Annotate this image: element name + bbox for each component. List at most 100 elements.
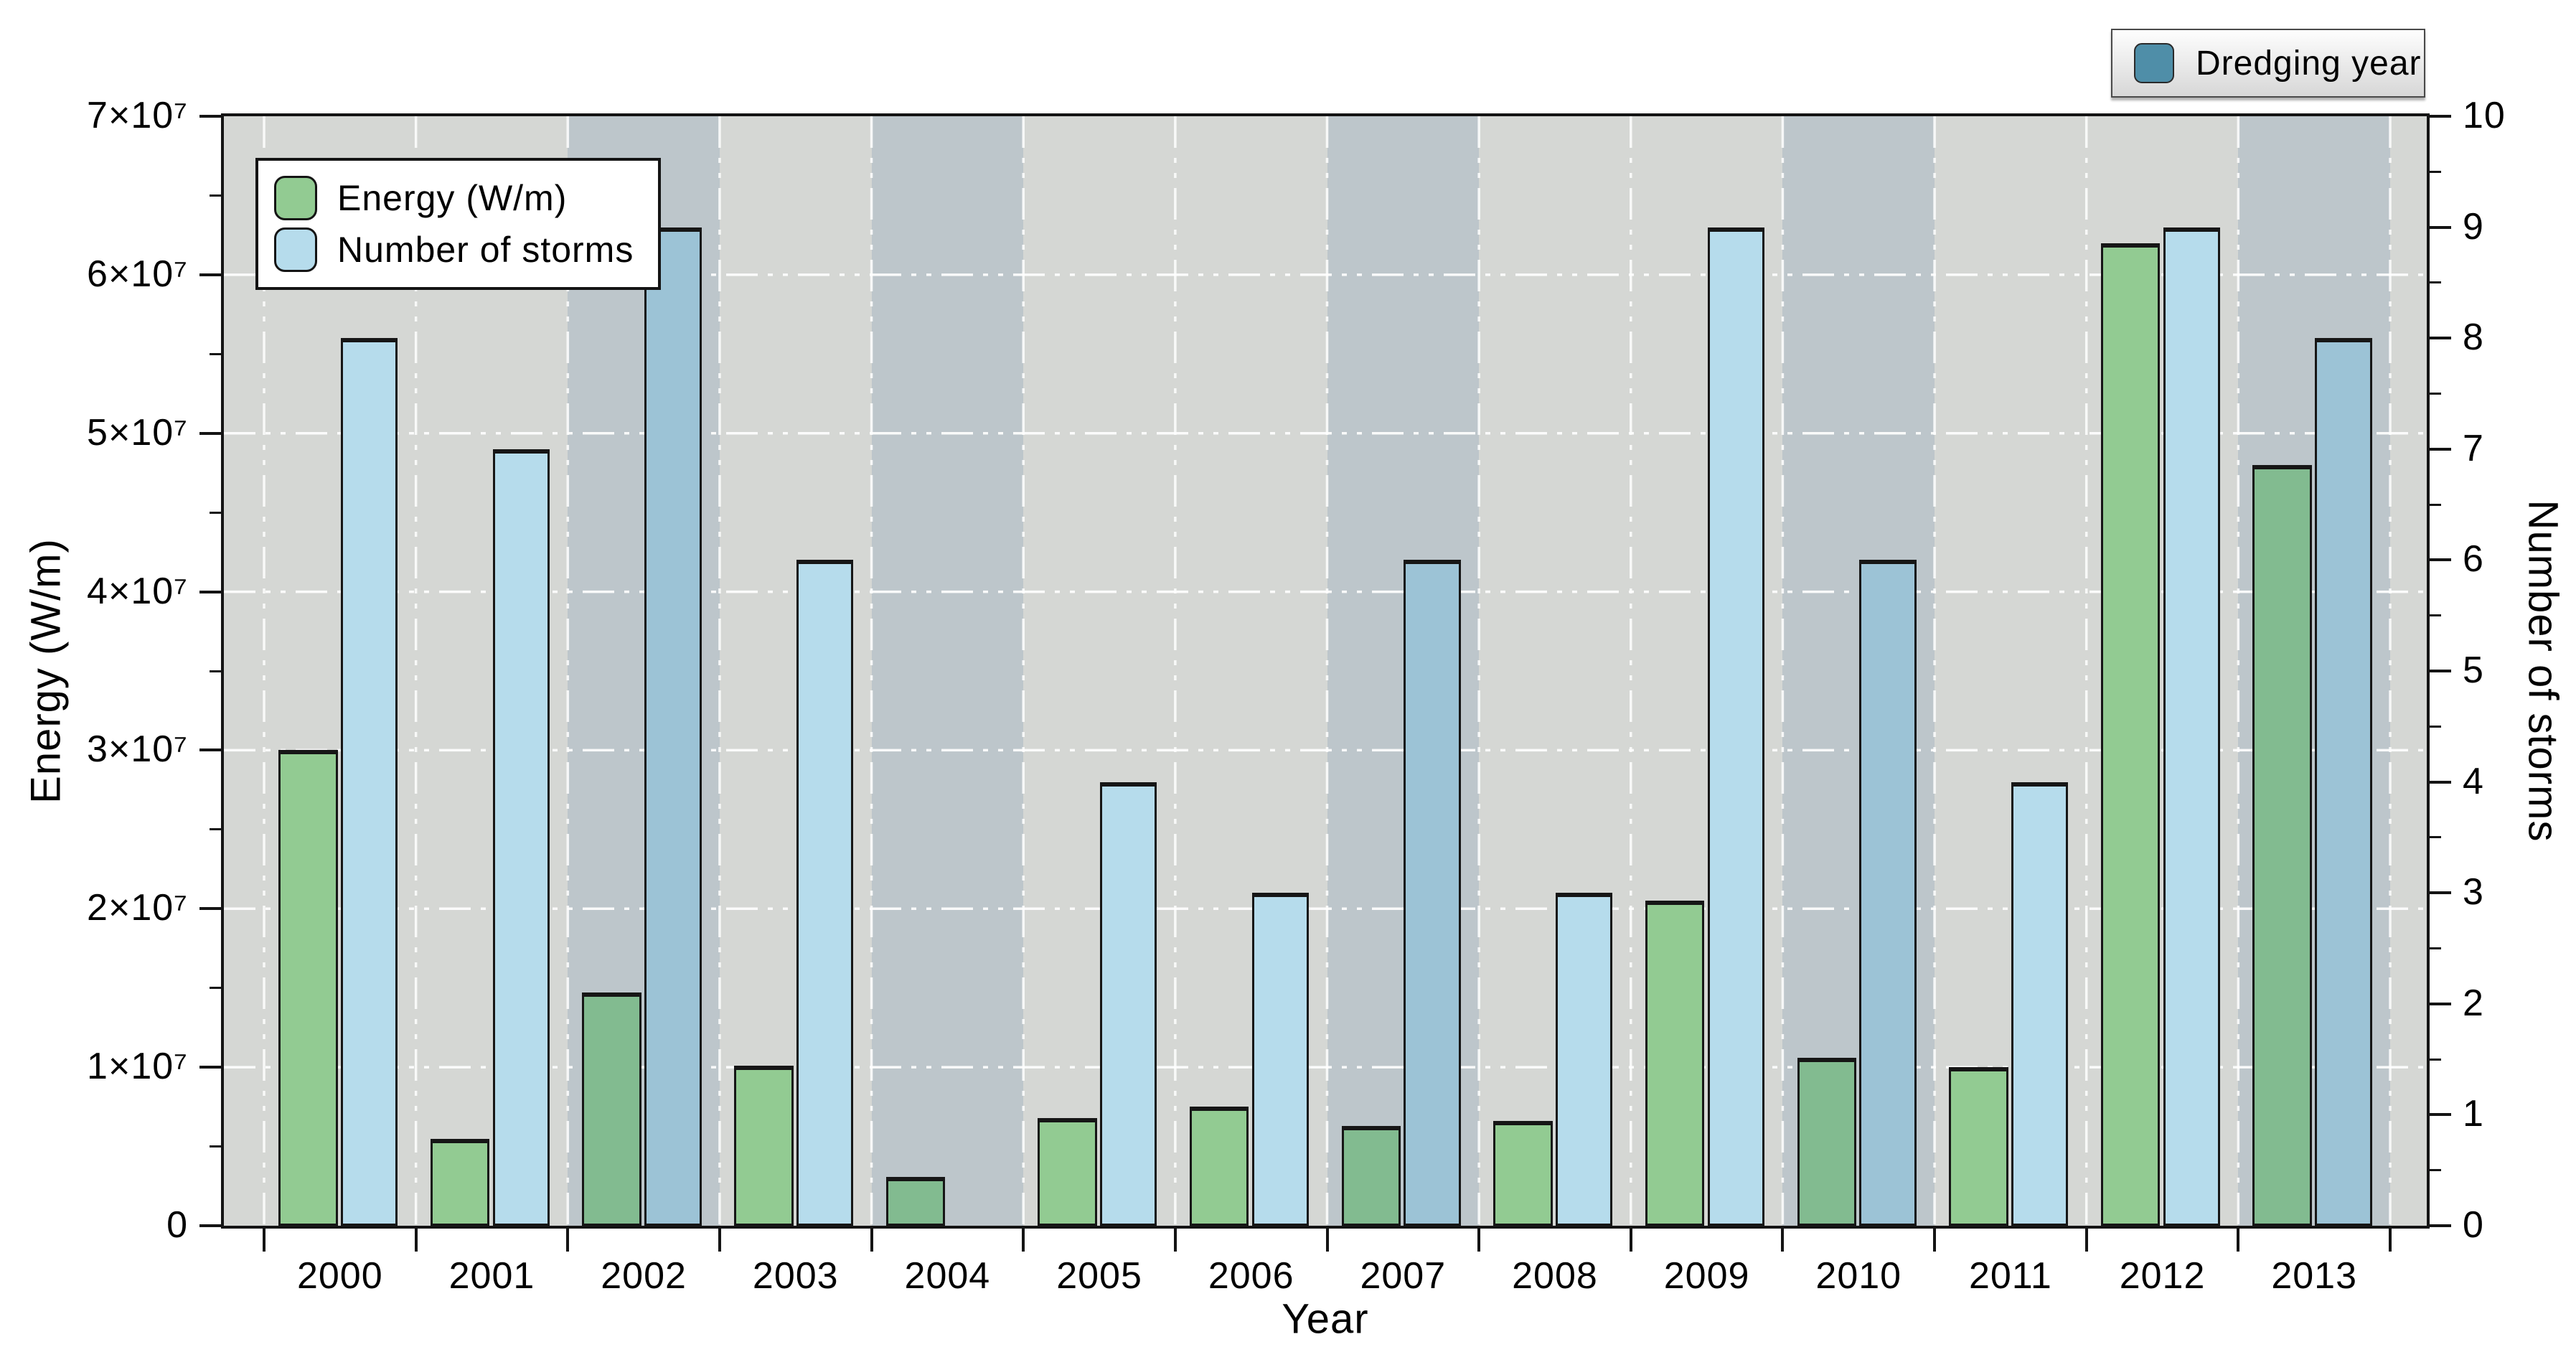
right-axis-tick-label: 9 bbox=[2463, 205, 2484, 248]
x-axis-tick bbox=[1629, 1229, 1632, 1252]
left-axis-tick-label: 3×10⁷ bbox=[87, 728, 188, 771]
x-axis-tick bbox=[2084, 1229, 2088, 1252]
dredging-year-legend-label: Dredging year bbox=[2196, 44, 2422, 83]
x-axis-year-label: 2002 bbox=[601, 1255, 687, 1297]
energy-bar-2007 bbox=[1341, 1125, 1401, 1226]
legend-row-energy: Energy (W/m) bbox=[274, 172, 634, 224]
storms-bar-2003 bbox=[796, 560, 854, 1226]
x-axis-year-label: 2003 bbox=[752, 1255, 839, 1297]
x-axis-year-label: 2012 bbox=[2119, 1255, 2206, 1297]
energy-legend-label: Energy (W/m) bbox=[337, 178, 568, 218]
x-axis-tick bbox=[1933, 1229, 1937, 1252]
dredging-band-2004 bbox=[871, 116, 1024, 1226]
x-axis-tick bbox=[566, 1229, 570, 1252]
storms-bar-2010 bbox=[1859, 560, 1917, 1226]
storms-bar-2009 bbox=[1707, 227, 1765, 1226]
x-axis-tick bbox=[414, 1229, 418, 1252]
x-axis-tick bbox=[2389, 1229, 2392, 1252]
right-axis-major-tick bbox=[2430, 1002, 2451, 1005]
x-axis-tick bbox=[263, 1229, 265, 1252]
left-axis-tick-label: 0 bbox=[166, 1204, 188, 1246]
bars-layer bbox=[224, 116, 2427, 1226]
left-axis-tick-label: 2×10⁷ bbox=[87, 887, 188, 929]
left-axis-tick-label: 6×10⁷ bbox=[87, 253, 188, 295]
right-axis-major-tick bbox=[2430, 1113, 2451, 1117]
energy-bar-2003 bbox=[734, 1065, 794, 1226]
left-axis-major-tick bbox=[199, 273, 221, 276]
right-axis-major-tick bbox=[2430, 225, 2451, 229]
right-axis-major-tick bbox=[2430, 670, 2451, 672]
right-axis-major-tick bbox=[2430, 447, 2451, 451]
right-axis-major-tick bbox=[2430, 337, 2451, 340]
right-axis-major-tick bbox=[2430, 780, 2451, 784]
x-axis-year-label: 2013 bbox=[2271, 1255, 2358, 1297]
storms-bar-2005 bbox=[1100, 782, 1157, 1226]
legend-row-storms: Number of storms bbox=[274, 224, 634, 276]
series-legend: Energy (W/m) Number of storms bbox=[255, 158, 662, 290]
x-axis-tick bbox=[1477, 1229, 1481, 1252]
x-axis-year-label: 2001 bbox=[448, 1255, 535, 1297]
x-axis-tick bbox=[2237, 1229, 2240, 1252]
right-axis-major-tick bbox=[2430, 1224, 2451, 1227]
x-axis-year-label: 2011 bbox=[1968, 1255, 2052, 1297]
left-axis-major-tick bbox=[199, 431, 221, 435]
energy-bar-2010 bbox=[1797, 1057, 1857, 1226]
energy-bar-2013 bbox=[2252, 464, 2312, 1226]
storms-bar-2011 bbox=[2011, 782, 2069, 1226]
right-axis-tick-label: 3 bbox=[2463, 871, 2484, 914]
storms-bar-2008 bbox=[1556, 893, 1613, 1226]
right-axis-major-tick bbox=[2430, 558, 2451, 562]
right-axis-minor-tick bbox=[2430, 614, 2441, 617]
right-axis-major-tick bbox=[2430, 115, 2451, 118]
left-axis-minor-tick bbox=[210, 352, 221, 355]
storms-swatch-icon bbox=[274, 227, 317, 272]
right-axis-minor-tick bbox=[2430, 725, 2441, 728]
right-axis-tick-label: 4 bbox=[2463, 760, 2484, 802]
left-axis-major-tick bbox=[199, 1224, 221, 1227]
left-axis-major-tick bbox=[199, 907, 221, 911]
right-axis-tick-label: 2 bbox=[2463, 982, 2484, 1024]
left-axis-minor-tick bbox=[210, 1145, 221, 1148]
energy-bar-2005 bbox=[1038, 1117, 1097, 1226]
dredging-year-legend: Dredging year bbox=[2111, 29, 2425, 98]
energy-swatch-icon bbox=[274, 176, 317, 220]
storms-bar-2002 bbox=[644, 227, 702, 1226]
right-axis-tick-label: 5 bbox=[2463, 649, 2484, 691]
right-axis-minor-tick bbox=[2430, 503, 2441, 506]
x-axis-tick bbox=[1173, 1229, 1177, 1252]
x-axis-year-label: 2008 bbox=[1512, 1255, 1598, 1297]
left-axis-tick-label: 1×10⁷ bbox=[87, 1046, 188, 1088]
left-axis-minor-tick bbox=[210, 511, 221, 514]
left-axis-major-tick bbox=[199, 590, 221, 593]
left-axis-minor-tick bbox=[210, 987, 221, 990]
right-axis-minor-tick bbox=[2430, 393, 2441, 395]
right-axis-tick-label: 8 bbox=[2463, 316, 2484, 359]
right-axis-minor-tick bbox=[2430, 281, 2441, 284]
energy-bar-2012 bbox=[2100, 243, 2161, 1226]
right-axis-tick-label: 10 bbox=[2463, 95, 2506, 136]
x-axis-title: Year bbox=[1282, 1295, 1369, 1343]
storms-legend-label: Number of storms bbox=[337, 230, 634, 270]
right-axis-major-tick bbox=[2430, 891, 2451, 895]
right-axis-tick-label: 1 bbox=[2463, 1093, 2484, 1135]
left-axis-major-tick bbox=[199, 748, 221, 752]
x-axis-year-label: 2005 bbox=[1056, 1255, 1142, 1297]
storms-bar-2006 bbox=[1251, 893, 1310, 1226]
right-axis-title: Number of storms bbox=[2519, 499, 2567, 843]
left-axis-major-tick bbox=[199, 1066, 221, 1069]
x-axis-tick bbox=[870, 1229, 873, 1252]
left-axis-tick-label: 5×10⁷ bbox=[87, 411, 188, 454]
x-axis-tick bbox=[1325, 1229, 1329, 1252]
right-axis-minor-tick bbox=[2430, 836, 2441, 839]
storms-bar-2001 bbox=[492, 449, 550, 1226]
energy-bar-2011 bbox=[1949, 1067, 2008, 1226]
energy-bar-2009 bbox=[1645, 901, 1705, 1226]
energy-bar-2006 bbox=[1189, 1107, 1249, 1226]
dredging-year-swatch-icon bbox=[2134, 43, 2174, 83]
left-axis-tick-label: 4×10⁷ bbox=[87, 570, 188, 612]
right-axis-minor-tick bbox=[2430, 1058, 2441, 1061]
x-axis-tick bbox=[1022, 1229, 1025, 1252]
x-axis-year-label: 2006 bbox=[1208, 1255, 1294, 1297]
right-axis-tick-label: 7 bbox=[2463, 427, 2484, 469]
